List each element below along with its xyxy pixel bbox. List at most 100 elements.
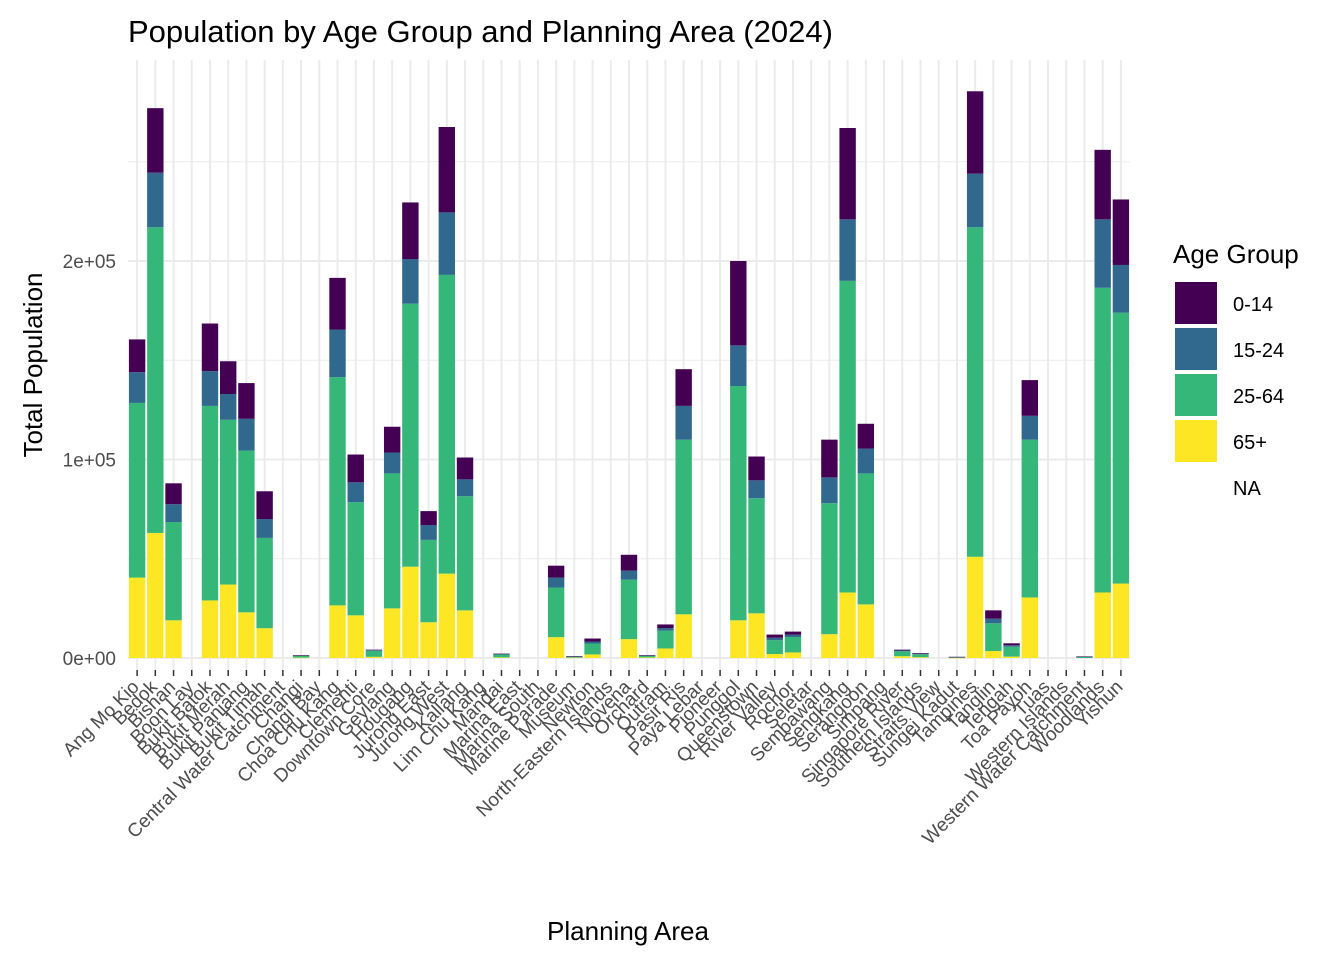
- bar-segment: [657, 648, 674, 658]
- bar-segment: [675, 614, 692, 658]
- bar-segment: [420, 525, 437, 540]
- bar-segment: [547, 587, 565, 638]
- bar-segment: [948, 657, 966, 659]
- bar-segment: [292, 655, 310, 657]
- bar-segment: [547, 577, 565, 588]
- y-axis-ticks: 0e+00 1e+05 2e+05: [63, 252, 116, 670]
- bar-segment: [730, 345, 747, 387]
- bar-segment: [912, 657, 929, 658]
- bar-segment: [147, 172, 164, 228]
- bar-segment: [420, 622, 437, 658]
- bar-segment: [329, 377, 346, 606]
- bar-segment: [256, 519, 273, 538]
- bar-segment: [201, 371, 219, 406]
- bar-segment: [821, 439, 838, 478]
- bar-segment: [1094, 219, 1111, 288]
- bar-segment: [493, 653, 510, 655]
- bar-segment: [493, 657, 510, 658]
- bar-segment: [1021, 415, 1038, 440]
- bar-segment: [201, 323, 219, 372]
- bar-segment: [639, 657, 656, 658]
- bar-segment: [1003, 646, 1020, 657]
- bar-segment: [748, 480, 765, 499]
- bar-segment: [766, 634, 783, 638]
- bar-segment: [383, 608, 401, 658]
- bar-segment: [857, 448, 875, 474]
- bar-segment: [238, 383, 255, 419]
- bar-segment: [966, 91, 984, 174]
- legend-label: 65+: [1233, 432, 1267, 454]
- bar-segment: [730, 261, 747, 346]
- bar-segment: [438, 212, 456, 275]
- bar-segment: [985, 651, 1002, 658]
- bar-segment: [1094, 149, 1111, 220]
- legend-label: NA: [1233, 478, 1261, 500]
- bar-segment: [1076, 656, 1093, 658]
- bar-segment: [383, 473, 401, 609]
- bar-segment: [839, 128, 856, 220]
- legend-swatch: [1175, 374, 1217, 416]
- bar-segment: [675, 405, 692, 440]
- bar-segment: [821, 634, 838, 658]
- bar-segment: [675, 369, 692, 406]
- bar-segment: [547, 565, 565, 578]
- bar-segment: [620, 554, 638, 571]
- bar-segment: [438, 127, 456, 213]
- bar-segment: [1021, 380, 1038, 416]
- bar-segment: [985, 618, 1002, 624]
- bar-segment: [456, 610, 474, 658]
- bar-segment: [365, 650, 383, 651]
- bar-segment: [766, 654, 783, 658]
- bar-segment: [584, 641, 601, 644]
- bar-segment: [620, 579, 638, 640]
- bar-segment: [147, 108, 164, 173]
- bar-segment: [985, 610, 1002, 619]
- bar-segment: [201, 405, 219, 601]
- bar-segment: [912, 654, 929, 658]
- bar-segment: [894, 651, 911, 657]
- bar-segment: [948, 656, 966, 658]
- bar-segment: [547, 637, 565, 658]
- bar-segment: [1112, 312, 1130, 584]
- bar-segment: [238, 418, 255, 451]
- bar-segment: [256, 628, 273, 658]
- bar-segment: [1094, 287, 1111, 593]
- bar-segment: [857, 473, 875, 605]
- bar-segment: [1021, 439, 1038, 598]
- legend-swatch: [1175, 328, 1217, 370]
- bar-segment: [657, 630, 674, 649]
- bar-segment: [584, 643, 601, 655]
- bar-segment: [784, 652, 802, 658]
- legend-swatch: [1175, 420, 1217, 462]
- y-tick-label: 2e+05: [63, 252, 116, 273]
- bar-segment: [966, 173, 984, 228]
- bar-segment: [456, 479, 474, 497]
- bar-segment: [566, 657, 583, 659]
- bar-segment: [220, 419, 237, 585]
- bar-segment: [438, 274, 456, 574]
- bar-segment: [456, 457, 474, 480]
- bar-segment: [839, 592, 856, 658]
- bar-segment: [657, 624, 674, 629]
- bar-segment: [347, 615, 364, 658]
- bar-segment: [748, 498, 765, 614]
- bar-segment: [256, 537, 273, 629]
- bar-segment: [584, 654, 601, 658]
- legend-label: 15-24: [1233, 340, 1284, 362]
- bar-segment: [966, 556, 984, 658]
- bar-segment: [456, 496, 474, 611]
- bar-segment: [438, 573, 456, 658]
- bar-segment: [1112, 583, 1130, 658]
- bar-segment: [402, 566, 419, 658]
- bar-segment: [839, 219, 856, 281]
- bar-segment: [839, 280, 856, 593]
- bar-segment: [985, 623, 1002, 652]
- bar-segment: [894, 649, 911, 651]
- bar-segment: [292, 655, 310, 656]
- bar-segment: [383, 452, 401, 474]
- bar-segment: [238, 450, 255, 613]
- bar-segment: [1021, 597, 1038, 658]
- bar-segment: [821, 477, 838, 504]
- x-axis-title: Planning Area: [547, 916, 709, 946]
- bar-segment: [894, 656, 911, 658]
